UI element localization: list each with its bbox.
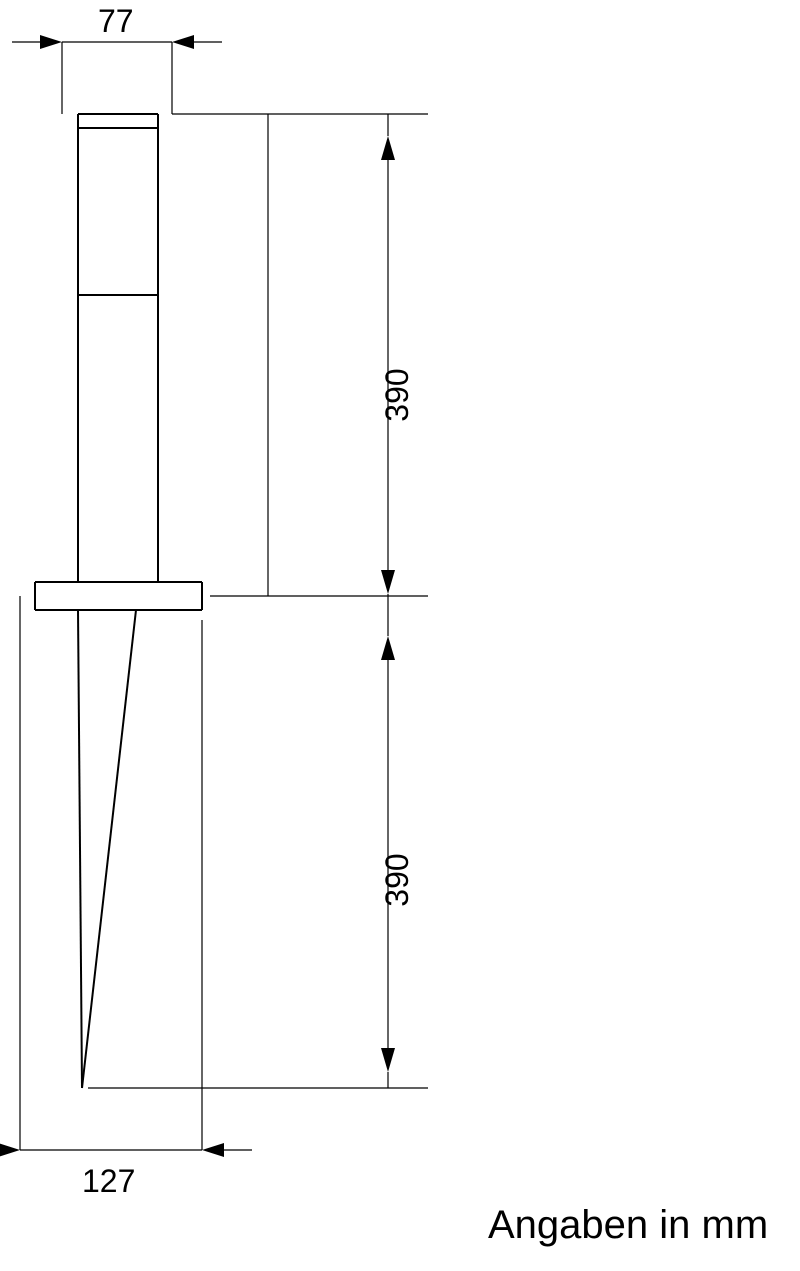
dimension-drawing: 77 127 390 390 Angaben in mm	[0, 0, 800, 1271]
spike-left	[78, 610, 82, 1088]
arrow-upper-top	[381, 136, 395, 160]
arrow-top-left	[40, 35, 62, 49]
dim-top-width-label: 77	[98, 3, 134, 39]
arrow-upper-bot	[381, 570, 395, 594]
dim-upper-height-label: 390	[379, 368, 415, 421]
dim-lower-height-label: 390	[379, 853, 415, 906]
arrow-bottom-right	[202, 1143, 224, 1157]
arrow-lower-bot	[381, 1048, 395, 1072]
dim-base-width-label: 127	[82, 1163, 135, 1199]
units-caption: Angaben in mm	[488, 1203, 768, 1247]
spike-right	[82, 610, 136, 1088]
arrow-top-right	[172, 35, 194, 49]
arrow-bottom-left	[0, 1143, 20, 1157]
arrow-lower-top	[381, 636, 395, 660]
